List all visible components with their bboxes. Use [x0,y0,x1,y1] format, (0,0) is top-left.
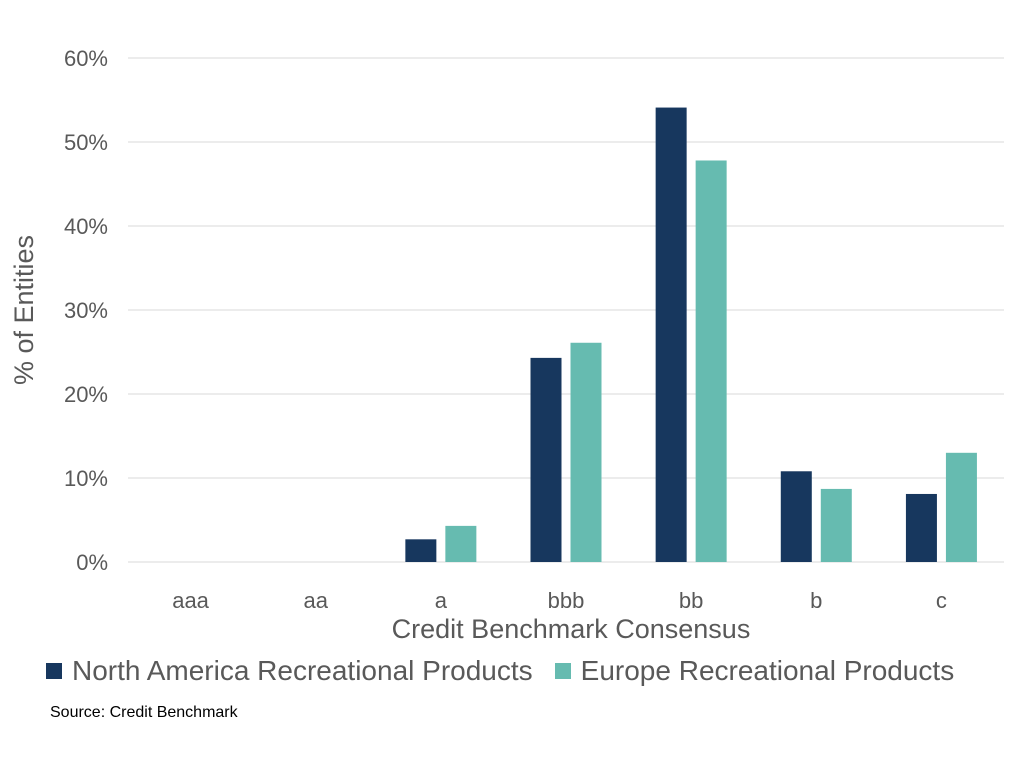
x-tick-label: b [810,588,822,613]
legend-swatch-north-america [46,663,62,679]
y-tick-label: 50% [64,130,108,155]
bar-north-america-b [780,471,812,562]
legend-label-north-america: North America Recreational Products [72,655,533,686]
y-tick-labels: 0% 10% 20% 30% 40% 50% 60% [64,46,108,575]
source-note: Source: Credit Benchmark [50,704,238,721]
legend-label-europe: Europe Recreational Products [580,655,955,686]
bar-north-america-bbb [530,357,562,562]
bar-europe-bb [695,160,727,563]
y-axis-title: % of Entities [9,235,39,385]
y-tick-label: 40% [64,214,108,239]
x-tick-label: aa [303,588,328,613]
x-tick-label: bb [679,588,703,613]
bar-europe-b [820,488,852,562]
x-tick-label: c [936,588,947,613]
x-tick-label: bbb [548,588,585,613]
bar-chart: 0%10%20%30%40%50%60% aaa aa a bbb bb b c Credi… [9,46,1004,644]
legend-swatch-europe [554,663,571,679]
y-tick-label: 60% [64,46,108,71]
legend-item-north-america: North America Recreational Products [46,655,533,687]
x-tick-label: aaa [172,588,209,613]
bar-north-america-a [405,539,437,562]
bar-europe-bbb [570,342,602,562]
legend: North America Recreational Products Euro… [46,655,976,687]
y-tick-label: 20% [64,382,108,407]
x-axis-title: Credit Benchmark Consensus [392,614,751,644]
bar-north-america-bb [655,107,687,562]
y-tick-label: 10% [64,466,108,491]
x-tick-label: a [435,588,448,613]
gridlines [128,57,1004,563]
bar-europe-a [445,525,477,562]
bar-north-america-c [905,493,937,562]
legend-item-europe: Europe Recreational Products [554,655,955,687]
bar-europe-c [945,452,977,562]
y-tick-label: 0% [76,550,108,575]
y-tick-label: 30% [64,298,108,323]
bars [405,107,977,563]
x-tick-labels: aaa aa a bbb bb b c [172,588,947,613]
